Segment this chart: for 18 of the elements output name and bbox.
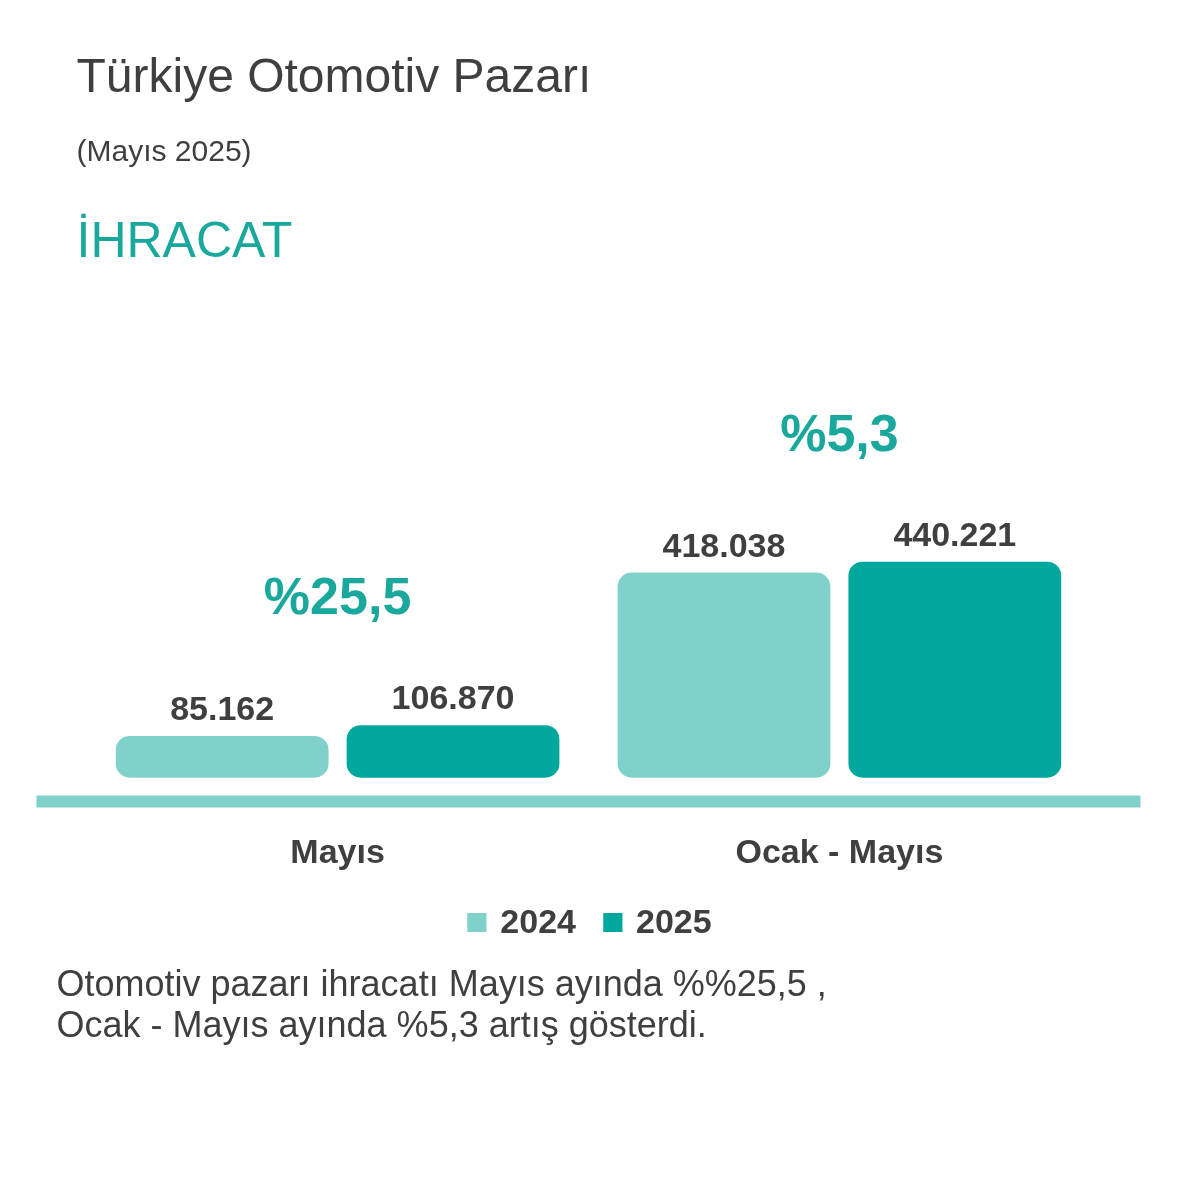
bar	[617, 572, 831, 778]
x-tick-label: Mayıs	[290, 831, 385, 870]
text: İHRACAT	[76, 211, 293, 268]
legend-label: 2024	[500, 902, 576, 941]
x-tick-label: Ocak - Mayıs	[735, 831, 944, 870]
bar	[346, 725, 560, 778]
text: Otomotiv pazarı ihracatı Mayıs ayında %%25,5 , Ocak - Mayıs ayında %5,3 artış gösterdi.	[56, 962, 827, 1045]
bar	[848, 561, 1062, 778]
annotation: %25,5	[263, 567, 412, 626]
chart-title: Türkiye Otomotiv Pazarı	[76, 48, 592, 102]
data-label: 418.038	[662, 525, 786, 564]
text: %5,3	[780, 403, 899, 462]
chart-subtitle: (Mayıs 2025)	[76, 134, 252, 167]
legend-label: 2025	[636, 902, 712, 941]
data-label: 440.221	[893, 514, 1017, 553]
bar	[115, 735, 329, 778]
data-label: 106.870	[391, 678, 515, 717]
data-label: 85.162	[170, 688, 275, 727]
